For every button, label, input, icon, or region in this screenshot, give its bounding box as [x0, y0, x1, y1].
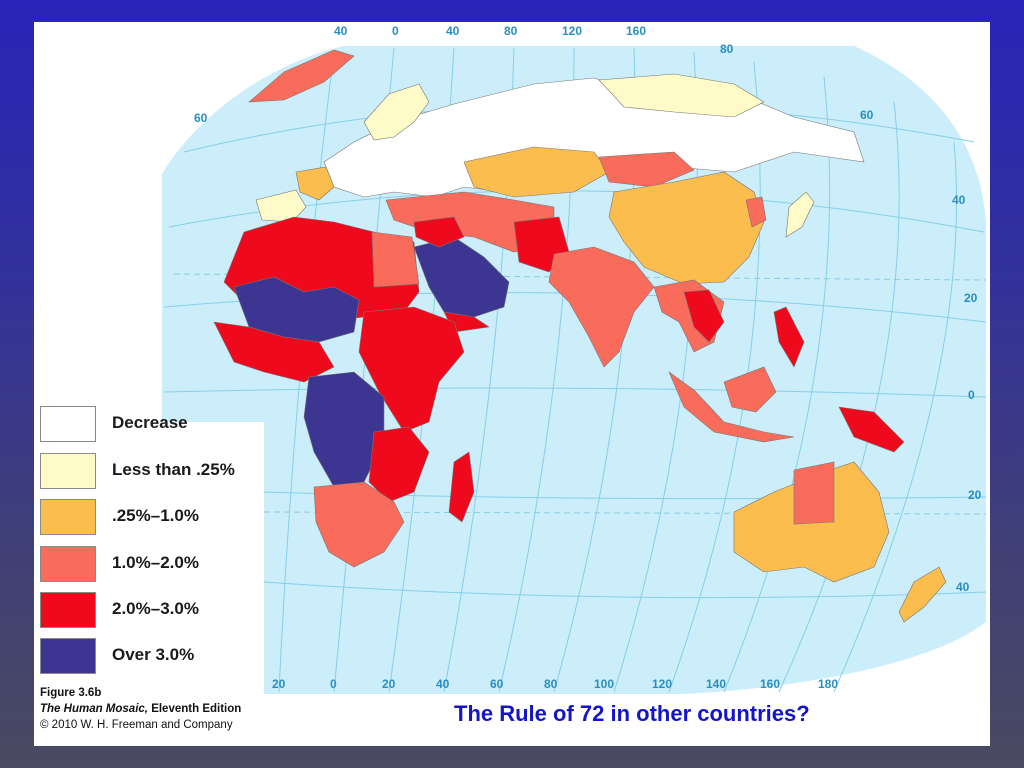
legend-label: Decrease [112, 413, 188, 432]
slide-caption: The Rule of 72 in other countries? [454, 701, 810, 726]
legend-item-over-3: Over 3.0% [40, 638, 260, 674]
region-borneo [723, 366, 777, 413]
legend-swatch [40, 499, 96, 535]
region-iberia [255, 189, 307, 223]
region-southern-africa [313, 481, 405, 568]
slide-panel: 40 0 40 80 120 160 20 0 20 40 60 80 100 … [34, 22, 990, 746]
lat-label: 0 [968, 388, 975, 402]
lon-label: 80 [504, 24, 518, 38]
legend-item-decrease: Decrease [40, 406, 260, 442]
lon-label: 120 [562, 24, 582, 38]
book-title: The Human Mosaic, [40, 703, 148, 715]
legend-label: Less than .25% [112, 460, 235, 479]
figure-credit: Figure 3.6b The Human Mosaic, Eleventh E… [40, 685, 241, 733]
bottom-longitude-labels: 20 0 20 40 60 80 100 120 140 160 180 [272, 677, 838, 691]
legend-item-025-to-1: .25%–1.0% [40, 499, 260, 535]
latitude-labels: 80 60 40 20 0 20 40 60 [194, 42, 982, 594]
region-sumatra-java [668, 371, 795, 443]
lon-label: 140 [706, 677, 726, 691]
lon-label: 120 [652, 677, 672, 691]
region-siberia-northeast [598, 73, 765, 118]
world-map: 40 0 40 80 120 160 20 0 20 40 60 80 100 … [162, 24, 987, 694]
region-japan [785, 191, 815, 238]
lat-label: 80 [720, 42, 734, 56]
region-laos-cambodia [683, 289, 725, 343]
lat-label: 60 [194, 111, 208, 125]
legend-swatch [40, 592, 96, 628]
region-new-guinea [838, 406, 905, 453]
lat-label: 40 [952, 193, 966, 207]
lon-label: 160 [626, 24, 646, 38]
figure-number: Figure 3.6b [40, 687, 102, 699]
region-madagascar [448, 451, 475, 523]
legend-label: Over 3.0% [112, 645, 195, 664]
lon-label: 40 [446, 24, 460, 38]
legend-label: 1.0%–2.0% [112, 553, 199, 572]
region-china [608, 171, 765, 285]
lat-label: 60 [860, 108, 874, 122]
lon-label: 0 [392, 24, 399, 38]
lon-label: 100 [594, 677, 614, 691]
region-east-africa [358, 306, 465, 433]
lon-label: 40 [334, 24, 348, 38]
book-edition: Eleventh Edition [148, 703, 242, 715]
region-arabian-peninsula [413, 236, 510, 318]
lon-label: 40 [436, 677, 450, 691]
lon-label: 60 [490, 677, 504, 691]
region-egypt [371, 231, 420, 288]
region-kazakhstan [463, 146, 610, 198]
region-greenland [248, 49, 355, 103]
legend-swatch [40, 453, 96, 489]
legend-swatch [40, 638, 96, 674]
lon-label: 20 [382, 677, 396, 691]
lon-label: 180 [818, 677, 838, 691]
region-iraq-syria [413, 216, 465, 248]
lat-label: 20 [968, 488, 982, 502]
legend-label: .25%–1.0% [112, 506, 199, 525]
region-korea [745, 196, 767, 228]
lat-label: 40 [956, 580, 970, 594]
top-longitude-labels: 40 0 40 80 120 160 [334, 24, 646, 38]
lon-label: 160 [760, 677, 780, 691]
book-line: The Human Mosaic, Eleventh Edition [40, 701, 241, 717]
region-scandinavia [363, 83, 430, 141]
region-australia-nt [793, 461, 835, 525]
legend-item-less-than-025: Less than .25% [40, 453, 260, 489]
copyright: © 2010 W. H. Freeman and Company [40, 719, 233, 731]
region-mongolia [598, 151, 695, 188]
lon-label: 0 [330, 677, 337, 691]
lon-label: 20 [272, 677, 286, 691]
lat-label: 20 [964, 291, 978, 305]
legend-swatch [40, 546, 96, 582]
region-west-africa [213, 321, 335, 383]
region-france-west [295, 166, 335, 201]
lon-label: 80 [544, 677, 558, 691]
legend-swatch [40, 406, 96, 442]
region-india [548, 246, 655, 368]
legend-label: 2.0%–3.0% [112, 599, 199, 618]
legend-item-2-to-3: 2.0%–3.0% [40, 592, 260, 628]
legend-item-1-to-2: 1.0%–2.0% [40, 546, 260, 582]
region-new-zealand [898, 566, 947, 623]
region-philippines [773, 306, 805, 368]
region-southeast-africa [368, 426, 430, 503]
